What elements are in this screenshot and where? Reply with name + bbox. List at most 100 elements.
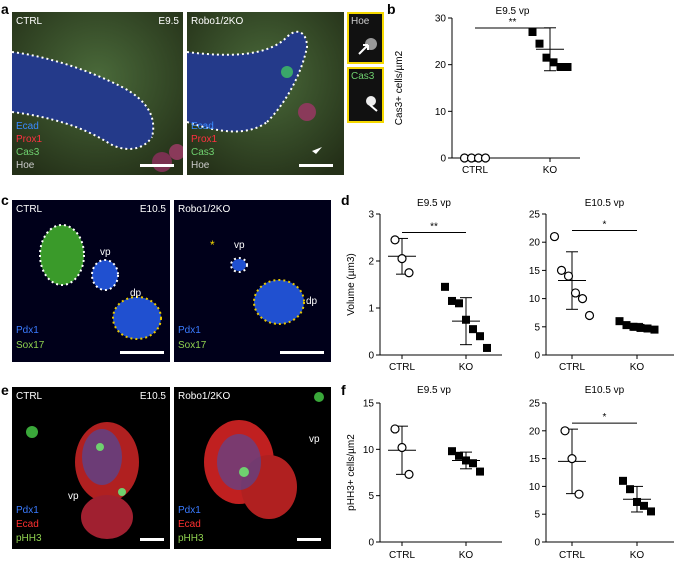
y-tick-label: 15 xyxy=(529,454,541,465)
chart-f-phh3-e95: E9.5 vp 0 5 10 15 CTRL KO pHH3+ cells/µm2 xyxy=(346,385,502,561)
y-tick-label: 0 xyxy=(368,538,374,549)
micrograph-e-ctrl: CTRL E10.5 vp Pdx1 Ecad pHH3 xyxy=(12,387,170,549)
c2-legend-pdx1: Pdx1 xyxy=(178,325,201,336)
a1-legend-ecad: Ecad xyxy=(16,121,39,132)
chart-title: E9.5 vp xyxy=(417,385,451,396)
data-point-ko xyxy=(622,321,631,330)
data-point-ko xyxy=(535,39,544,48)
c2-legend-sox17: Sox17 xyxy=(178,340,207,351)
data-point-ko xyxy=(636,323,645,332)
data-point-ko xyxy=(455,299,463,308)
a1-legend-hoe: Hoe xyxy=(16,160,35,171)
y-tick-label: 10 xyxy=(529,482,541,493)
significance-label: * xyxy=(603,412,607,423)
c1-dp-label: dp xyxy=(130,288,142,299)
y-tick-label: 2 xyxy=(368,257,374,268)
y-tick-label: 10 xyxy=(363,445,375,456)
chart-b-cas3: E9.5 vp 0 10 20 30 CTRL KO Cas3+ cells/µm2 ** xyxy=(394,6,580,176)
data-point-ko xyxy=(633,497,641,506)
panel-label-b: b xyxy=(387,1,396,17)
e1-genotype: CTRL xyxy=(16,391,43,402)
data-point-ko xyxy=(469,325,477,334)
e1-legend-phh3: pHH3 xyxy=(16,533,42,544)
a1-genotype: CTRL xyxy=(16,16,43,27)
e2-genotype: Robo1/2KO xyxy=(178,391,231,402)
data-point-ctrl xyxy=(584,310,595,321)
data-point-ko xyxy=(476,332,484,341)
y-tick-label: 20 xyxy=(435,60,447,71)
data-point-ctrl xyxy=(480,153,491,163)
inset-hoe: Hoe xyxy=(347,12,384,64)
inset-hoe-label: Hoe xyxy=(351,16,370,27)
y-tick-label: 25 xyxy=(529,210,541,221)
a1-legend-cas3: Cas3 xyxy=(16,147,40,158)
data-point-ko xyxy=(629,322,638,331)
y-tick-label: 5 xyxy=(534,322,540,333)
panel-label-c: c xyxy=(1,192,9,208)
inset-cas3: Cas3 xyxy=(347,67,384,123)
data-point-ctrl xyxy=(397,254,407,264)
data-point-ko xyxy=(542,53,551,62)
e1-stage: E10.5 xyxy=(139,391,166,402)
c1-legend-pdx1: Pdx1 xyxy=(16,325,39,336)
e2-legend-phh3: pHH3 xyxy=(178,533,204,544)
e2-legend-ecad: Ecad xyxy=(178,519,201,530)
data-point-ctrl xyxy=(397,442,407,453)
data-point-ko xyxy=(626,485,634,494)
data-point-ko xyxy=(556,63,565,71)
data-point-ctrl xyxy=(563,271,574,281)
y-tick-label: 5 xyxy=(534,510,540,521)
e2-legend-pdx1: Pdx1 xyxy=(178,505,201,516)
data-point-ctrl xyxy=(570,288,581,298)
data-point-ko xyxy=(650,325,659,334)
micrograph-a-ko: Robo1/2KO Ecad Prox1 Cas3 Hoe xyxy=(187,12,344,175)
a1-stage: E9.5 xyxy=(158,16,179,27)
e1-vp-label: vp xyxy=(68,491,79,502)
data-point-ko xyxy=(448,447,456,456)
y-tick-label: 10 xyxy=(435,107,447,118)
y-axis-label: Volume (µm3) xyxy=(346,253,357,315)
c2-genotype: Robo1/2KO xyxy=(178,204,231,215)
c1-stage: E10.5 xyxy=(139,204,166,215)
significance-label: * xyxy=(603,220,607,231)
panel-label-a: a xyxy=(1,1,9,17)
c2-vp-label: vp xyxy=(234,240,245,251)
data-point-ko xyxy=(528,28,537,36)
micrograph-c-ko: Robo1/2KO * vp dp Pdx1 Sox17 xyxy=(174,200,331,362)
data-point-ko xyxy=(643,324,652,333)
y-tick-label: 3 xyxy=(368,210,374,221)
y-tick-label: 0 xyxy=(534,538,540,549)
data-point-ctrl xyxy=(404,268,414,278)
y-axis-label: Cas3+ cells/µm2 xyxy=(394,50,405,125)
a2-genotype: Robo1/2KO xyxy=(191,16,244,27)
y-tick-label: 1 xyxy=(368,304,374,315)
chart-title: E9.5 vp xyxy=(496,6,530,17)
c1-legend-sox17: Sox17 xyxy=(16,340,45,351)
chart-title: E10.5 vp xyxy=(585,198,625,209)
data-point-ko xyxy=(441,282,449,291)
data-point-ctrl xyxy=(404,469,414,479)
x-tick-label: KO xyxy=(543,165,558,176)
a2-legend-hoe: Hoe xyxy=(191,160,210,171)
panel-label-e: e xyxy=(1,382,9,398)
c1-vp-label: vp xyxy=(100,247,111,258)
significance-label: ** xyxy=(509,17,517,28)
data-point-ko xyxy=(462,315,470,324)
chart-d-volume-e105: E10.5 vp 0 5 10 15 20 25 CTRL KO * xyxy=(529,198,674,373)
data-point-ko xyxy=(455,451,463,460)
data-point-ctrl xyxy=(556,265,567,276)
y-tick-label: 25 xyxy=(529,399,541,410)
chart-f-phh3-e105: E10.5 vp 0 5 10 15 20 25 CTRL KO * xyxy=(529,385,674,561)
data-point-ko xyxy=(549,58,558,67)
a2-legend-cas3: Cas3 xyxy=(191,147,215,158)
a2-legend-ecad: Ecad xyxy=(191,121,214,132)
data-point-ko xyxy=(615,317,624,326)
y-tick-label: 0 xyxy=(440,154,446,165)
data-point-ctrl xyxy=(390,424,400,434)
inset-cas3-label: Cas3 xyxy=(351,71,375,82)
c1-genotype: CTRL xyxy=(16,204,43,215)
chart-title: E10.5 vp xyxy=(585,385,625,396)
c2-star: * xyxy=(210,238,215,252)
panel-label-d: d xyxy=(341,192,350,208)
data-point-ctrl xyxy=(390,235,400,245)
